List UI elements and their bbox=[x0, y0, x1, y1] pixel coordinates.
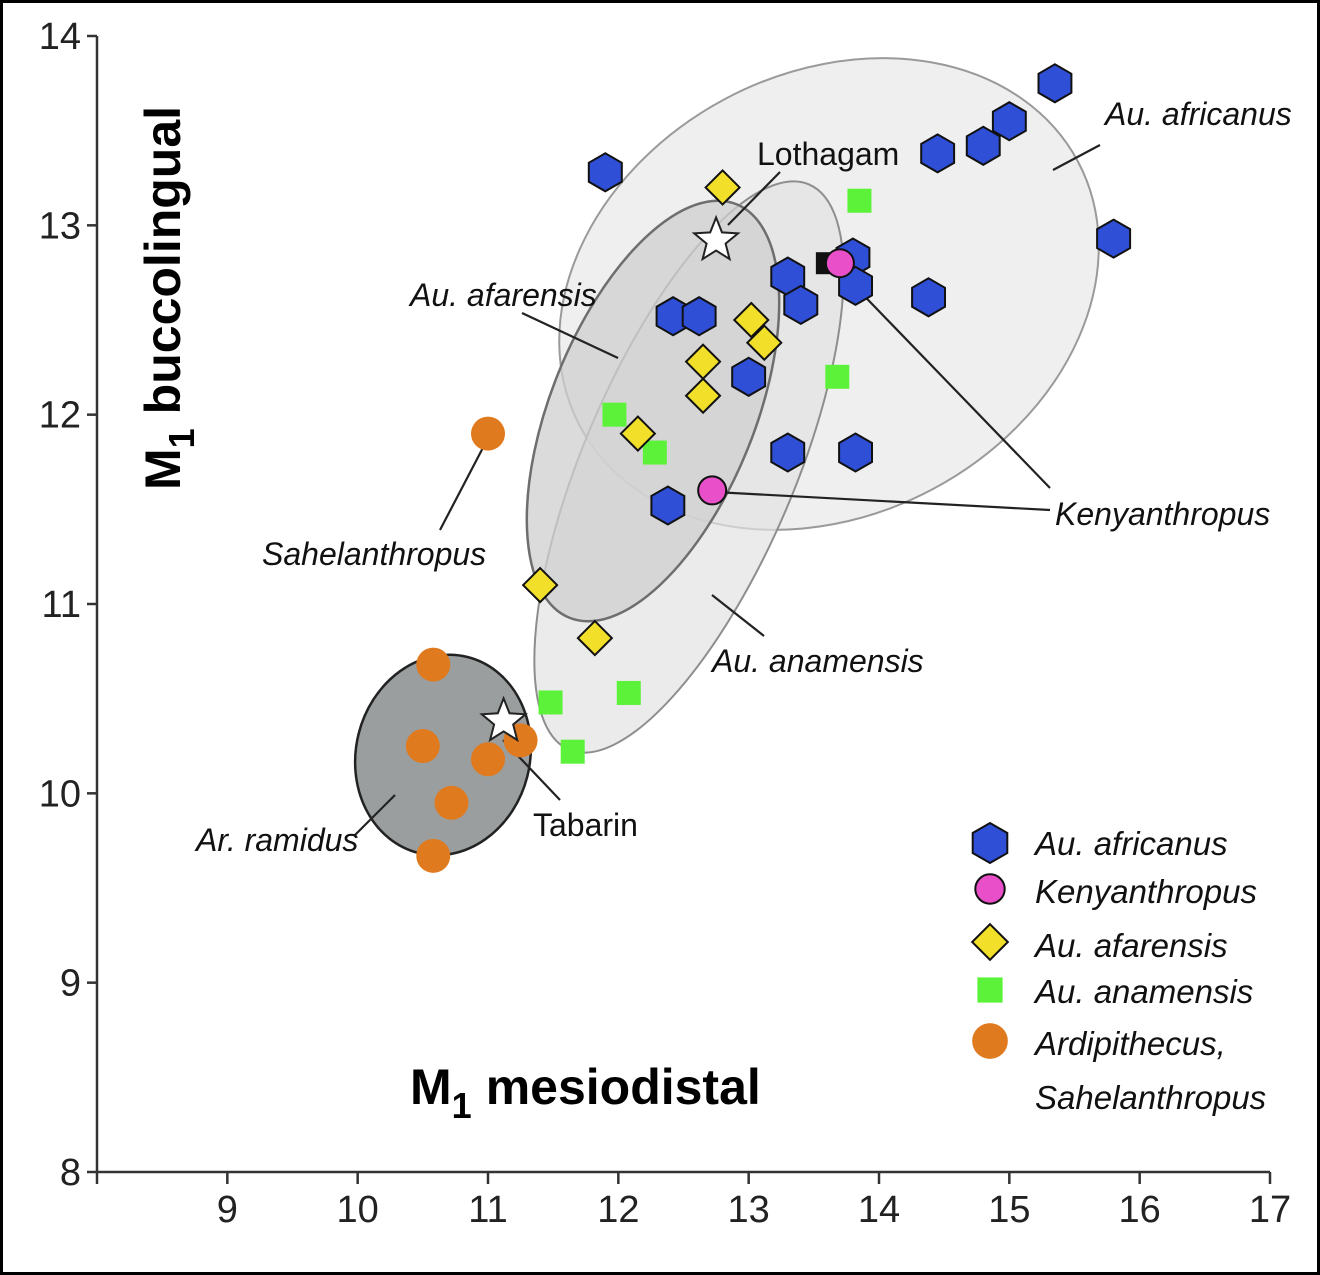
x-tick-label: 16 bbox=[1119, 1189, 1161, 1231]
point-au-afarensis bbox=[521, 566, 559, 604]
point-ardipithecus-sahelanthropus bbox=[405, 729, 440, 763]
annotation-tabarin: Tabarin bbox=[533, 807, 638, 843]
point-au-africanus bbox=[991, 101, 1027, 142]
leader-kenyanthropus-1 bbox=[844, 275, 1051, 489]
point-star-tabarin bbox=[479, 695, 529, 743]
y-axis-title: M1 buccolingual bbox=[135, 106, 202, 490]
leader-ar-ramidus bbox=[354, 794, 396, 836]
point-ardipithecus-sahelanthropus bbox=[471, 742, 505, 777]
leader-au-anamensis bbox=[711, 594, 765, 637]
point-au-anamensis bbox=[825, 364, 850, 389]
point-au-anamensis bbox=[847, 188, 872, 213]
point-au-afarensis bbox=[732, 301, 770, 339]
annotation-au-afarensis: Au. afarensis bbox=[408, 277, 597, 313]
leader-sahelanthropus bbox=[439, 439, 488, 531]
point-ardipithecus-sahelanthropus bbox=[471, 416, 505, 451]
legend-marker-ardipithecus bbox=[972, 1023, 1008, 1059]
y-ticks: 8 9 10 11 12 13 14 bbox=[39, 16, 97, 1194]
legend-markers bbox=[970, 821, 1010, 1059]
y-tick-label: 9 bbox=[60, 963, 81, 1005]
point-au-anamensis bbox=[616, 680, 641, 705]
point-au-afarensis bbox=[684, 377, 722, 415]
point-au-afarensis bbox=[704, 169, 742, 206]
point-au-africanus bbox=[770, 432, 806, 473]
y-tick-label: 14 bbox=[39, 16, 81, 58]
point-au-anamensis bbox=[642, 440, 667, 465]
leader-au-afarensis bbox=[521, 312, 619, 359]
markers-layer bbox=[405, 63, 1132, 873]
y-tick-label: 12 bbox=[39, 395, 81, 437]
svg-text:M1buccolingual: M1 buccolingual bbox=[135, 106, 202, 490]
legend-marker-kenyanthropus bbox=[974, 873, 1006, 905]
annotation-lothagam: Lothagam bbox=[757, 136, 899, 172]
point-ardipithecus-sahelanthropus bbox=[434, 785, 469, 820]
point-au-africanus bbox=[650, 485, 686, 526]
x-axis-title-rest: mesiodistal bbox=[486, 1059, 761, 1115]
legend-marker-au-afarensis bbox=[970, 922, 1010, 962]
legend-label-au-anamensis: Au. anamensis bbox=[1033, 973, 1253, 1010]
x-axis-title-sub: 1 bbox=[452, 1085, 472, 1126]
y-tick-label: 11 bbox=[42, 584, 81, 626]
legend-label-au-afarensis: Au. afarensis bbox=[1033, 927, 1228, 964]
x-tick-label: 15 bbox=[988, 1189, 1030, 1231]
annotation-au-anamensis: Au. anamensis bbox=[710, 643, 924, 679]
legend-label-ardipithecus: Ardipithecus, bbox=[1033, 1025, 1226, 1062]
annotation-ar-ramidus: Ar. ramidus bbox=[194, 822, 358, 858]
legend-label-kenyanthropus: Kenyanthropus bbox=[1035, 873, 1257, 910]
point-au-africanus bbox=[920, 133, 956, 174]
ellipses-layer bbox=[353, 57, 1100, 857]
point-au-africanus bbox=[1037, 63, 1073, 104]
x-tick-label: 11 bbox=[468, 1189, 507, 1231]
point-kenyanthropus bbox=[697, 475, 728, 506]
annotation-sahelanthropus: Sahelanthropus bbox=[262, 536, 486, 572]
point-au-africanus bbox=[965, 125, 1001, 166]
point-au-africanus bbox=[783, 284, 819, 326]
point-kenyanthropus bbox=[824, 248, 855, 279]
annotation-kenyanthropus: Kenyanthropus bbox=[1055, 496, 1270, 532]
leader-kenyanthropus-2 bbox=[713, 490, 1051, 512]
y-axis-title-main: M bbox=[135, 448, 191, 490]
point-ardipithecus-sahelanthropus bbox=[416, 838, 451, 873]
point-star-lothagam bbox=[691, 214, 741, 262]
x-tick-label: 10 bbox=[337, 1189, 379, 1231]
point-au-afarensis bbox=[619, 415, 657, 453]
y-tick-label: 8 bbox=[60, 1152, 81, 1194]
point-au-anamensis bbox=[560, 739, 585, 764]
leader-lothagam bbox=[727, 171, 781, 226]
point-ardipithecus-sahelanthropus bbox=[416, 647, 451, 682]
legend-label-sahelanthropus: Sahelanthropus bbox=[1035, 1079, 1266, 1116]
point-au-africanus bbox=[1096, 218, 1132, 259]
annotations: Au. africanus Lothagam Au. afarensis Ken… bbox=[194, 96, 1292, 858]
point-au-anamensis bbox=[602, 402, 627, 427]
x-axis-title-main: M bbox=[410, 1059, 452, 1115]
point-au-africanus bbox=[587, 152, 623, 193]
x-axis-title: M1 mesiodistal bbox=[410, 1059, 761, 1126]
legend: Au. africanus Kenyanthropus Au. afarensi… bbox=[970, 821, 1266, 1116]
point-au-africanus bbox=[838, 432, 873, 473]
point-au-afarensis bbox=[745, 324, 783, 362]
leader-au-africanus bbox=[1052, 144, 1101, 171]
x-tick-label: 12 bbox=[597, 1189, 639, 1231]
point-au-afarensis bbox=[576, 619, 614, 657]
x-tick-label: 17 bbox=[1249, 1189, 1291, 1231]
x-tick-label: 14 bbox=[858, 1189, 900, 1231]
y-axis-title-rest: buccolingual bbox=[135, 106, 191, 414]
point-au-anamensis bbox=[538, 690, 563, 715]
y-axis-title-sub: 1 bbox=[161, 428, 202, 448]
legend-marker-au-anamensis bbox=[977, 977, 1003, 1003]
point-au-africanus bbox=[731, 356, 767, 397]
y-tick-label: 10 bbox=[39, 773, 81, 815]
point-au-africanus bbox=[681, 296, 717, 337]
x-tick-label: 9 bbox=[217, 1189, 238, 1231]
x-ticks: 9 10 11 12 13 14 15 16 17 bbox=[95, 1172, 1291, 1231]
point-au-africanus bbox=[911, 277, 946, 318]
x-tick-label: 13 bbox=[728, 1189, 770, 1231]
legend-label-au-africanus: Au. africanus bbox=[1033, 825, 1228, 862]
legend-marker-au-africanus bbox=[971, 821, 1009, 865]
y-tick-label: 13 bbox=[39, 205, 81, 247]
annotation-au-africanus: Au. africanus bbox=[1103, 96, 1292, 132]
